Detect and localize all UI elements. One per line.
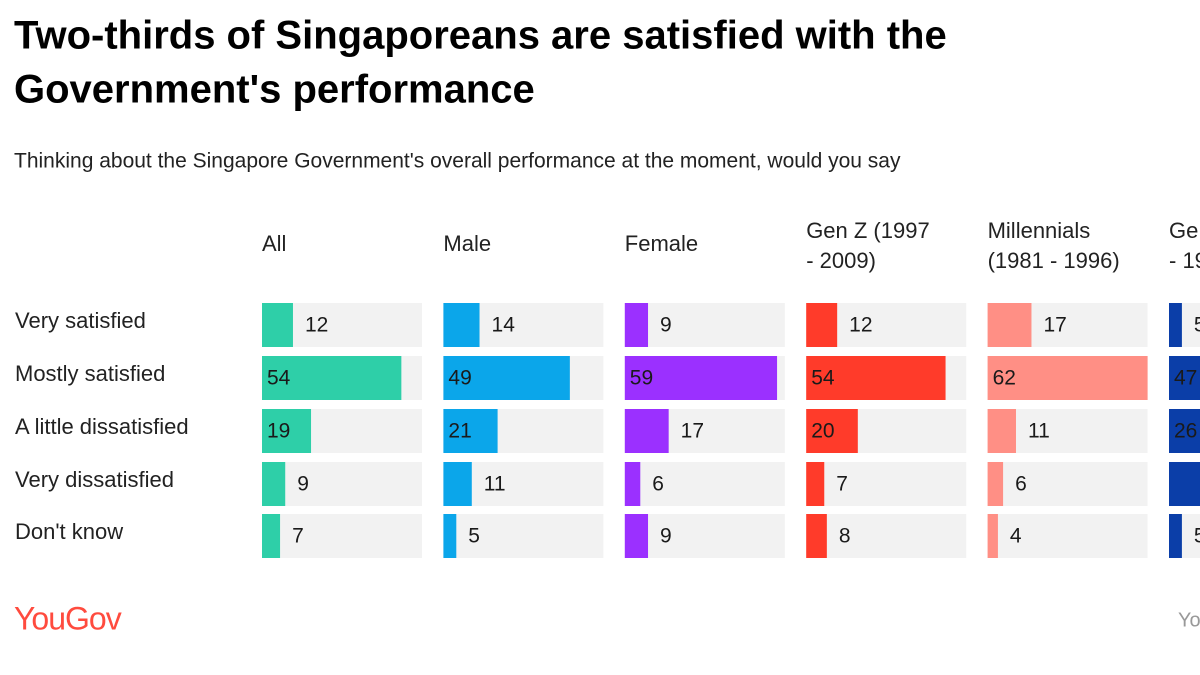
value-label: 11: [484, 473, 506, 496]
value-label: 14: [492, 314, 516, 337]
bar: [1169, 514, 1182, 558]
bar: [806, 303, 838, 347]
bar-track: [806, 462, 967, 506]
column-header: Female: [625, 231, 698, 256]
bar: [987, 409, 1016, 453]
column-header: All: [262, 231, 286, 256]
row-label: Very dissatisfied: [15, 467, 174, 492]
bar: [262, 356, 402, 400]
value-label: 8: [839, 525, 851, 548]
value-label: 7: [836, 473, 848, 496]
value-label: 5: [468, 525, 480, 548]
column-header: - 2009): [806, 248, 876, 273]
bar: [624, 356, 778, 400]
bar: [624, 303, 649, 347]
value-label: 9: [660, 525, 672, 548]
value-label: 5: [1194, 525, 1200, 548]
bar: [987, 356, 1148, 400]
bar-track: [987, 462, 1148, 506]
value-label: 6: [1015, 473, 1027, 496]
bar: [1169, 409, 1200, 453]
value-label: 6: [652, 473, 664, 496]
source: Yo: [1178, 609, 1200, 631]
value-label: 11: [1028, 420, 1050, 443]
subtitle: Thinking about the Singapore Government'…: [14, 150, 901, 173]
value-label: 12: [305, 314, 328, 337]
value-label: 9: [297, 473, 309, 496]
bar-track: [624, 462, 785, 506]
column-header: Millennials: [988, 218, 1091, 243]
chart-title: Government's performance: [14, 68, 535, 112]
bar: [262, 462, 286, 506]
value-label: 49: [448, 367, 471, 390]
bar-track: [624, 303, 785, 347]
value-label: 21: [448, 420, 471, 443]
bar: [806, 514, 827, 558]
value-label: 5: [1194, 314, 1200, 337]
bar: [262, 303, 293, 347]
column-header: Ge: [1169, 218, 1198, 243]
value-label: 17: [1043, 314, 1066, 337]
value-label: 9: [660, 314, 672, 337]
logo: YouGov: [14, 600, 122, 636]
bar: [987, 303, 1032, 347]
bar: [1169, 462, 1200, 506]
row-label: A little dissatisfied: [15, 414, 189, 439]
bar: [624, 514, 649, 558]
bar: [262, 514, 281, 558]
bar: [1169, 303, 1182, 347]
bar: [624, 409, 669, 453]
bar: [806, 356, 946, 400]
chart-title: Two-thirds of Singaporeans are satisfied…: [14, 14, 947, 58]
value-label: 47: [1174, 367, 1197, 390]
bar: [443, 409, 498, 453]
row-label: Very satisfied: [15, 308, 146, 333]
bar-track: [987, 514, 1148, 558]
bar: [987, 514, 998, 558]
bar: [262, 409, 312, 453]
value-label: 54: [267, 367, 291, 390]
bar-track: [262, 462, 422, 506]
bar: [443, 462, 472, 506]
column-header: Male: [443, 231, 491, 256]
bar: [806, 462, 825, 506]
value-label: 12: [849, 314, 872, 337]
bar: [1169, 356, 1200, 400]
bar-track: [624, 514, 785, 558]
bar: [806, 409, 858, 453]
value-label: 17: [681, 420, 704, 443]
value-label: 4: [1010, 525, 1022, 548]
value-label: 54: [811, 367, 835, 390]
bar-track: [443, 514, 604, 558]
column-header: - 19: [1169, 248, 1200, 273]
column-header: (1981 - 1996): [988, 248, 1120, 273]
bar: [443, 303, 480, 347]
value-label: 20: [811, 420, 834, 443]
bar: [443, 356, 570, 400]
column-header: Gen Z (1997: [806, 218, 930, 243]
value-label: 59: [630, 367, 653, 390]
bar-track: [262, 514, 422, 558]
value-label: 19: [267, 420, 290, 443]
value-label: 26: [1174, 420, 1197, 443]
bar: [443, 514, 457, 558]
row-label: Mostly satisfied: [15, 361, 165, 386]
bar: [624, 462, 641, 506]
value-label: 7: [292, 525, 304, 548]
bar-track: [806, 514, 967, 558]
value-label: 62: [993, 367, 1016, 390]
bar: [987, 462, 1004, 506]
row-label: Don't know: [15, 519, 123, 544]
